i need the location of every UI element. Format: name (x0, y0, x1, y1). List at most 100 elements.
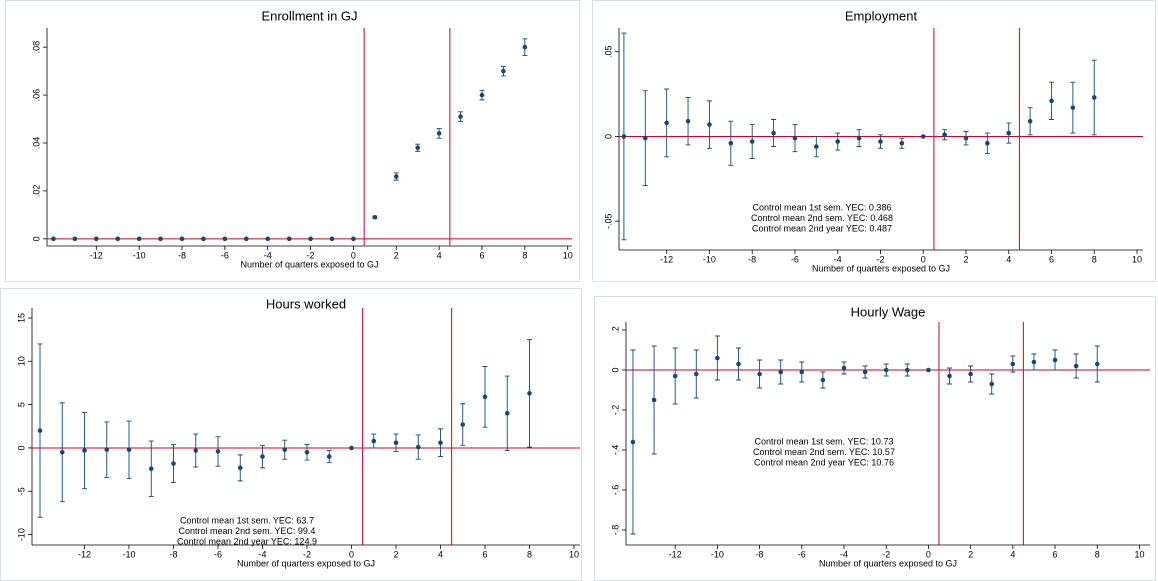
x-tick-label: -6 (791, 254, 799, 264)
point (856, 135, 862, 141)
x-tick-label: 8 (522, 250, 527, 260)
point (326, 454, 332, 459)
annotation: Control mean 2nd sem. YEC: 99.4 (179, 526, 316, 536)
x-tick-label: 4 (1010, 549, 1015, 559)
point (841, 365, 847, 371)
point (728, 140, 734, 146)
point (329, 236, 335, 242)
point (1031, 359, 1037, 365)
point (501, 68, 506, 74)
panel: Enrollment in GJ -12 -10 -8 -6 -4 -2 0 2 4 6 8 10 0 .0… (5, 0, 580, 282)
annotation: Control mean 1st sem. YEC: 0.386 (753, 202, 892, 212)
x-tick-label: 6 (482, 549, 487, 559)
panel: Employment -12 -10 -8 -6 -4 -2 0 2 4 6 8 10 -.05 0 .05 N… (592, 0, 1156, 282)
point (1070, 105, 1076, 110)
point (651, 397, 657, 403)
x-tick-label: 4 (438, 549, 443, 559)
point (349, 445, 354, 451)
point (158, 236, 163, 242)
point (72, 236, 78, 242)
point (308, 236, 313, 242)
chart-title: Hours worked (266, 296, 346, 311)
point (685, 118, 691, 124)
point (286, 236, 292, 242)
annotation: Control mean 2nd year YEC: 124.9 (177, 536, 317, 546)
point (968, 371, 973, 377)
x-tick-label: -2 (303, 549, 311, 559)
point (37, 428, 43, 433)
x-tick-label: -10 (711, 549, 724, 559)
x-tick-label: -10 (122, 549, 135, 559)
point (835, 139, 841, 144)
y-tick-label: -.8 (610, 525, 620, 536)
x-tick-label: -12 (669, 549, 682, 559)
x-axis-label: Number of quarters exposed to GJ (237, 558, 375, 568)
y-tick-label: 15 (16, 313, 26, 323)
x-tick-label: 6 (1053, 549, 1058, 559)
x-tick-label: 0 (351, 250, 356, 260)
point (715, 355, 720, 361)
point (1091, 95, 1097, 100)
point (985, 140, 990, 146)
x-tick-label: 10 (563, 250, 573, 260)
x-tick-label: 10 (1132, 254, 1142, 264)
x-tick-label: -6 (214, 549, 222, 559)
x-tick-label: 2 (968, 549, 973, 559)
point (393, 174, 399, 179)
point (460, 422, 466, 427)
x-tick-label: -12 (660, 254, 673, 264)
chart-title: Employment (845, 8, 918, 23)
panel-border (592, 0, 1156, 282)
y-tick-label: -.2 (610, 405, 620, 416)
x-tick-label: 0 (921, 254, 926, 264)
x-tick-label: -4 (258, 549, 266, 559)
y-tick-label: .02 (31, 185, 41, 198)
point (136, 236, 142, 242)
y-tick-label: 0 (16, 445, 26, 450)
point (642, 135, 648, 141)
x-tick-label: -2 (876, 254, 884, 264)
point (1049, 98, 1054, 104)
x-tick-label: 8 (1092, 254, 1097, 264)
annotation: Control mean 1st sem. YEC: 10.73 (755, 436, 894, 446)
point (438, 440, 443, 446)
point (171, 461, 176, 466)
point (942, 132, 947, 138)
x-tick-label: -8 (748, 254, 756, 264)
y-tick-label: 5 (16, 402, 26, 407)
point (415, 145, 421, 151)
point (215, 449, 221, 454)
point (1052, 357, 1058, 363)
x-tick-label: -6 (221, 250, 229, 260)
panel: Hourly Wage -12 -10 -8 -6 -4 -2 0 2 4 6 8 10 -.8 -.6 -.… (594, 296, 1156, 581)
annotation: Control mean 1st sem. YEC: 63.7 (180, 515, 314, 525)
x-tick-label: -6 (798, 549, 806, 559)
point (1073, 363, 1079, 369)
y-tick-label: .08 (31, 41, 41, 54)
point (393, 440, 399, 446)
x-tick-label: 8 (527, 549, 532, 559)
x-tick-label: 0 (926, 549, 931, 559)
point (736, 361, 741, 367)
point (664, 120, 669, 126)
x-tick-label: -10 (133, 250, 146, 260)
point (878, 139, 883, 144)
y-tick-label: -5 (16, 487, 26, 495)
x-tick-label: -12 (90, 250, 103, 260)
x-tick-label: 0 (349, 549, 354, 559)
point (989, 381, 995, 387)
point (905, 367, 910, 373)
point (104, 447, 110, 452)
panel: Hours worked -12 -10 -8 -6 -4 -2 0 2 4 6 8 10 -10 -5 0 5… (0, 288, 582, 581)
point (436, 131, 442, 136)
x-tick-label: 2 (394, 250, 399, 260)
x-tick-label: -4 (264, 250, 272, 260)
y-tick-label: -10 (16, 528, 26, 541)
y-tick-label: 0 (610, 367, 620, 372)
point (899, 140, 905, 146)
point (883, 367, 889, 373)
point (304, 449, 310, 455)
point (621, 134, 627, 139)
point (947, 373, 952, 379)
point (522, 44, 528, 50)
